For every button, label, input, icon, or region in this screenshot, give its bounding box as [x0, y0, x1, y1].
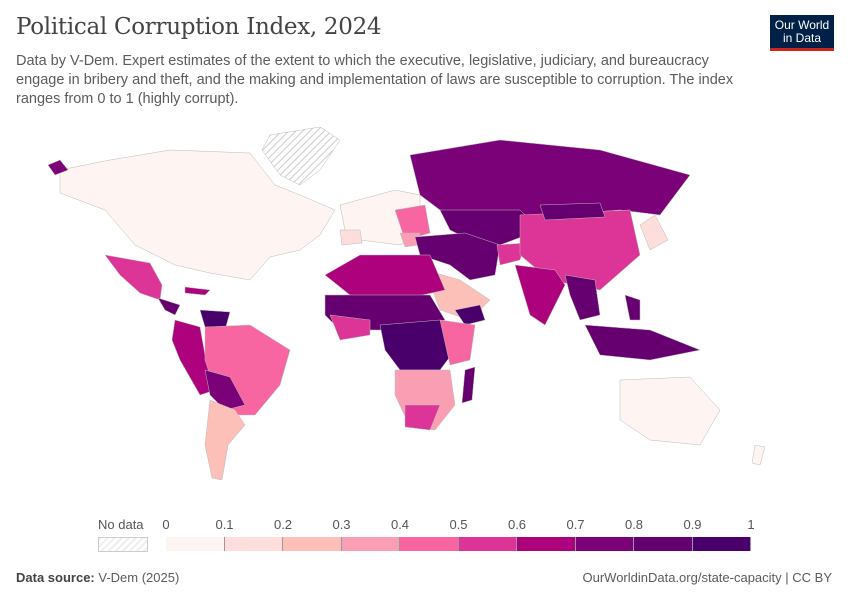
region-caribbean[interactable]	[184, 286, 211, 296]
region-north-america[interactable]	[59, 149, 336, 281]
no-data-swatch	[98, 537, 148, 552]
legend-tick: 0.7	[566, 517, 585, 532]
region-new-zealand[interactable]	[751, 444, 766, 466]
region-greenland[interactable]	[261, 126, 341, 186]
region-japan-korea[interactable]	[639, 214, 669, 251]
region-north-africa[interactable]	[324, 254, 446, 301]
chart-subtitle: Data by V-Dem. Expert estimates of the e…	[16, 53, 734, 107]
region-alaska-edge[interactable]	[47, 159, 69, 176]
legend-bins	[166, 537, 751, 551]
region-indonesia[interactable]	[584, 324, 701, 361]
color-legend: No data 0 0.1 0.2 0.3 0.4 0.5 0.6 0.7 0.8 0.9 1	[0, 515, 850, 555]
chart-title: Political Corruption Index, 2024	[16, 14, 382, 40]
legend-tick: 0.2	[273, 517, 293, 532]
legend-bin[interactable]	[166, 537, 225, 551]
legend-bin[interactable]	[283, 537, 342, 551]
source-link[interactable]: OurWorldinData.org/state-capacity | CC B…	[582, 570, 832, 585]
legend-tick: 0.6	[507, 517, 527, 532]
legend-bin[interactable]	[458, 537, 517, 551]
legend-bin[interactable]	[341, 537, 400, 551]
region-yemen[interactable]	[454, 304, 486, 326]
legend-bin[interactable]	[634, 537, 693, 551]
region-afghanistan[interactable]	[496, 242, 526, 266]
legend-tick: 0.5	[449, 517, 468, 532]
legend-tick: 0	[162, 517, 170, 532]
region-mongolia[interactable]	[539, 202, 606, 221]
legend-tick: 0.8	[624, 517, 644, 532]
region-europe-east[interactable]	[394, 204, 431, 241]
region-bolivia-paraguay[interactable]	[204, 369, 246, 411]
owid-logo[interactable]: Our World in Data	[770, 15, 834, 51]
region-west-africa[interactable]	[329, 314, 371, 341]
region-madagascar[interactable]	[461, 366, 476, 404]
region-australia[interactable]	[619, 376, 721, 446]
world-map	[47, 126, 766, 481]
legend-tick: 0.9	[683, 517, 702, 532]
legend-bin[interactable]	[400, 537, 459, 551]
legend-bin[interactable]	[224, 537, 283, 551]
legend-bin[interactable]	[517, 537, 576, 551]
region-india[interactable]	[514, 264, 566, 326]
data-source: Data source: V-Dem (2025)	[16, 570, 180, 585]
legend-bin[interactable]	[692, 537, 751, 551]
region-east-africa[interactable]	[439, 319, 476, 366]
region-colombia-peru[interactable]	[171, 319, 216, 396]
region-argentina-chile[interactable]	[204, 399, 246, 481]
legend-bin[interactable]	[575, 537, 634, 551]
no-data-label: No data	[98, 517, 144, 532]
legend-tick: 0.3	[332, 517, 351, 532]
legend-tick: 1	[747, 517, 755, 532]
region-south-africa[interactable]	[404, 404, 441, 431]
region-se-asia[interactable]	[564, 274, 601, 321]
legend-tick: 0.4	[390, 517, 410, 532]
region-philippines[interactable]	[624, 294, 641, 321]
legend-tick: 0.1	[215, 517, 234, 532]
region-russia[interactable]	[409, 139, 691, 216]
region-central-america[interactable]	[157, 297, 181, 316]
region-iberia[interactable]	[339, 229, 363, 246]
region-mexico[interactable]	[104, 254, 163, 301]
